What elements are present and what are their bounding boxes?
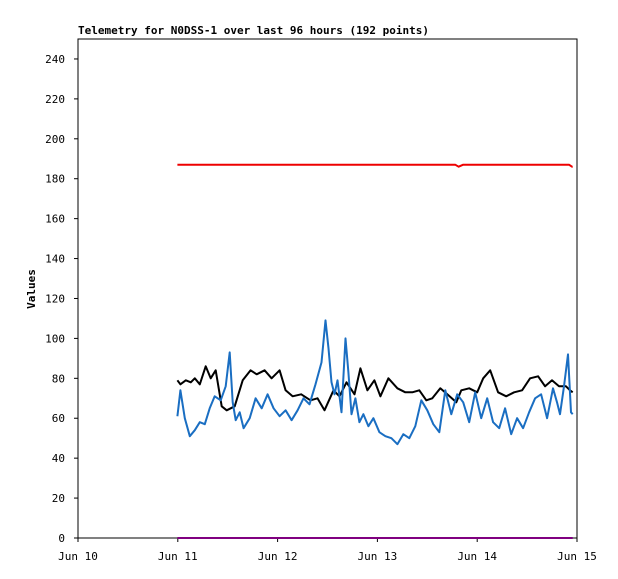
x-axis: Jun 10 Jun 11 Jun 12 Jun 13 Jun 14 Jun 15 <box>58 538 597 563</box>
x-tick-label: Jun 13 <box>358 550 398 563</box>
series-line-2 <box>176 365 574 412</box>
y-tick-label: 20 <box>52 492 65 505</box>
y-tick-label: 40 <box>52 452 65 465</box>
y-tick-label: 220 <box>45 93 65 106</box>
y-tick-label: 160 <box>45 213 65 226</box>
series-line-3 <box>176 319 574 446</box>
y-tick-label: 100 <box>45 332 65 345</box>
series-line-1 <box>177 163 573 168</box>
chart-title: Telemetry for N0DSS-1 over last 96 hours… <box>78 24 429 37</box>
y-tick-label: 120 <box>45 292 65 305</box>
y-tick-label: 80 <box>52 372 65 385</box>
plot-frame <box>77 38 578 539</box>
x-tick-label: Jun 11 <box>158 550 198 563</box>
x-tick-label: Jun 10 <box>58 550 98 563</box>
y-tick-label: 180 <box>45 173 65 186</box>
x-tick-label: Jun 14 <box>457 550 497 563</box>
y-axis: 0 20 40 60 80 100 120 140 160 180 200 220 240 <box>45 53 78 545</box>
y-tick-label: 140 <box>45 253 65 266</box>
y-axis-label: Values <box>25 269 38 309</box>
x-tick-label: Jun 15 <box>557 550 597 563</box>
y-tick-label: 200 <box>45 133 65 146</box>
series-layer <box>176 163 574 539</box>
x-tick-label: Jun 12 <box>258 550 298 563</box>
y-tick-label: 240 <box>45 53 65 66</box>
y-tick-label: 60 <box>52 412 65 425</box>
y-tick-label: 0 <box>58 532 65 545</box>
